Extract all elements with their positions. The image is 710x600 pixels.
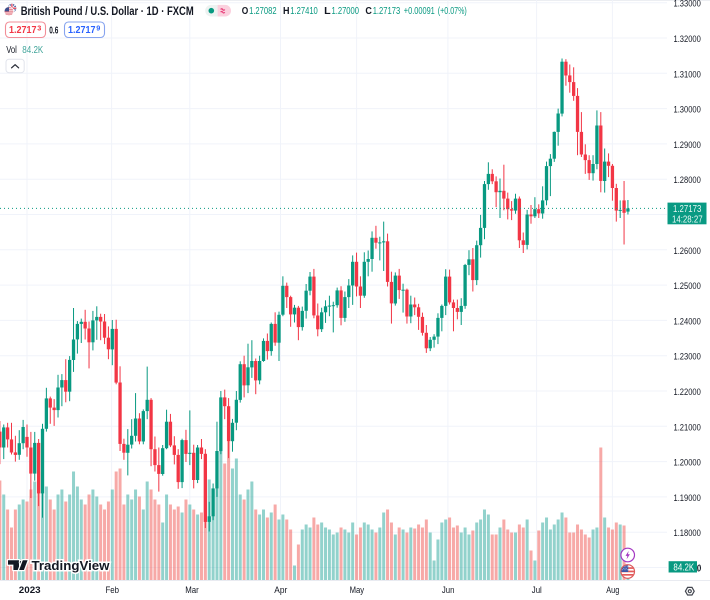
svg-text:1.32000: 1.32000 [674, 34, 701, 45]
svg-text:84.2K: 84.2K [673, 562, 694, 573]
svg-text:1.33000: 1.33000 [674, 0, 701, 10]
svg-text:3: 3 [37, 24, 41, 33]
svg-text:1.27410: 1.27410 [290, 6, 318, 17]
svg-text:+0.00091: +0.00091 [404, 6, 435, 17]
svg-text:O: O [242, 6, 249, 17]
svg-text:1.2717: 1.2717 [68, 25, 96, 36]
svg-text:1.23000: 1.23000 [674, 352, 701, 363]
svg-text:1.30000: 1.30000 [674, 105, 701, 116]
svg-text:1.28000: 1.28000 [674, 175, 701, 186]
svg-text:May: May [350, 585, 365, 595]
svg-text:Feb: Feb [106, 585, 120, 595]
svg-text:1.26000: 1.26000 [674, 246, 701, 257]
svg-text:1.27082: 1.27082 [249, 6, 277, 17]
svg-text:0.6: 0.6 [49, 25, 58, 36]
svg-text:1.27000: 1.27000 [332, 6, 360, 17]
svg-text:1.31000: 1.31000 [674, 69, 701, 80]
svg-text:1.18000: 1.18000 [674, 528, 701, 539]
svg-text:1.25000: 1.25000 [674, 281, 701, 292]
svg-text:Aug: Aug [606, 585, 619, 595]
svg-text:1.27173: 1.27173 [673, 204, 702, 215]
svg-text:1.20000: 1.20000 [674, 458, 701, 469]
svg-text:1.19000: 1.19000 [674, 493, 701, 504]
svg-text:9: 9 [96, 24, 100, 33]
svg-text:1.2717: 1.2717 [9, 25, 37, 36]
svg-text:Jul: Jul [532, 585, 542, 595]
svg-text:84.2K: 84.2K [22, 45, 43, 56]
svg-text:L: L [324, 6, 331, 17]
svg-text:C: C [365, 6, 372, 17]
svg-text:1.29000: 1.29000 [674, 140, 701, 151]
svg-text:1.27173: 1.27173 [373, 6, 401, 17]
svg-text:14:28:27: 14:28:27 [672, 214, 703, 225]
svg-text:Mar: Mar [185, 585, 199, 595]
svg-text:H: H [283, 6, 290, 17]
svg-text:1.21000: 1.21000 [674, 422, 701, 433]
svg-text:0: 0 [697, 563, 701, 574]
svg-text:TradingView: TradingView [32, 558, 111, 573]
svg-text:1.24000: 1.24000 [674, 316, 701, 327]
svg-text:Jun: Jun [442, 585, 455, 595]
svg-text:1.22000: 1.22000 [674, 387, 701, 398]
svg-text:Vol: Vol [6, 45, 17, 56]
svg-text:Apr: Apr [274, 585, 287, 595]
svg-text:(+0.07%): (+0.07%) [438, 6, 467, 17]
svg-text:British Pound / U.S. Dollar ·: British Pound / U.S. Dollar · 1D · FXCM [21, 5, 194, 18]
svg-text:2023: 2023 [19, 585, 41, 595]
